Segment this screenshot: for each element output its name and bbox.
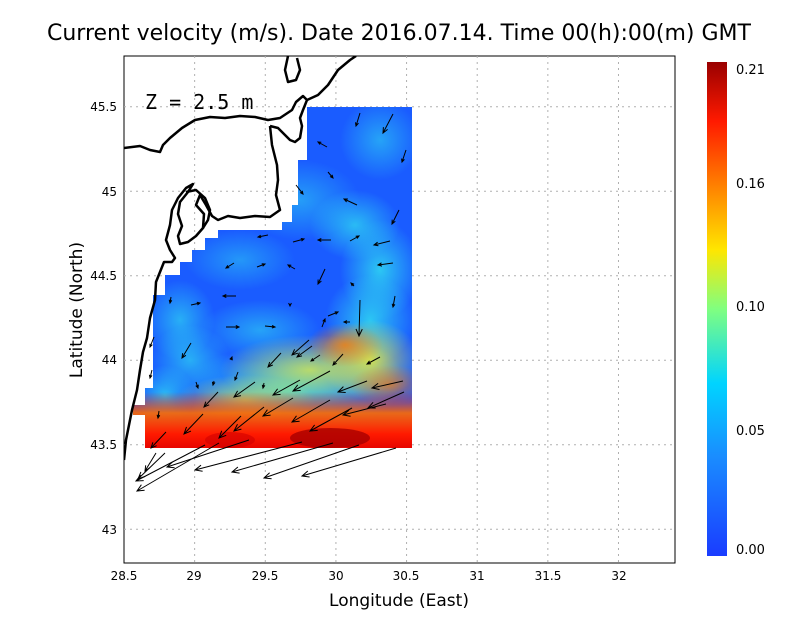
depth-label: Z = 2.5 m: [145, 90, 253, 114]
current-vector-arrow: [165, 439, 250, 469]
current-vector-arrow: [148, 369, 153, 380]
y-axis-ticks: 43 43.5 44 44.5 45 45.5: [90, 100, 117, 537]
current-vector-arrow: [308, 407, 353, 432]
current-vector-arrow: [256, 263, 267, 268]
current-vector-arrow: [181, 342, 192, 360]
current-vector-arrow: [261, 382, 266, 390]
y-tick-label: 43.5: [90, 438, 117, 452]
current-vector-arrow: [355, 299, 363, 338]
current-vector-arrow: [292, 238, 306, 243]
current-vector-arrow: [290, 399, 331, 423]
current-vector-arrow: [135, 442, 220, 492]
x-axis-ticks: 28.5 29 29.5 30 30.5 31 31.5 32: [111, 569, 627, 583]
current-vector-arrow: [150, 431, 167, 449]
current-vector-arrow: [342, 320, 350, 324]
x-tick-label: 29.5: [252, 569, 279, 583]
current-vector-arrow: [230, 442, 334, 474]
current-vector-arrow: [341, 403, 387, 417]
current-vector-arrow: [156, 410, 161, 420]
current-vector-arrow: [149, 336, 155, 349]
current-vector-arrow: [365, 356, 381, 365]
current-vector-arrow: [193, 441, 303, 472]
x-tick-label: 31: [469, 569, 484, 583]
current-vector-arrow: [296, 345, 313, 358]
current-vector-arrow: [203, 391, 219, 408]
colorbar: 0.00 0.05 0.10 0.16 0.21: [707, 62, 765, 558]
current-vector-arrow: [291, 370, 331, 392]
colorbar-tick-label: 0.16: [736, 177, 765, 192]
y-tick-label: 44.5: [90, 269, 117, 283]
current-vector-arrow: [233, 406, 265, 432]
current-vector-arrow: [232, 381, 256, 398]
current-vector-arrow: [234, 371, 239, 382]
x-tick-label: 32: [611, 569, 626, 583]
current-vector-arrow: [264, 324, 277, 329]
current-vector-arrow: [300, 447, 397, 478]
current-vector-arrow: [401, 149, 407, 164]
y-axis-label: Latitude (North): [67, 242, 87, 378]
current-vector-arrow: [218, 415, 242, 439]
current-vector-arrow: [336, 380, 368, 393]
x-tick-label: 31.5: [535, 569, 562, 583]
current-vector-arrow: [332, 353, 344, 366]
current-vector-arrow: [366, 391, 405, 409]
current-vector-arrow: [316, 238, 331, 242]
current-vector-arrow: [376, 262, 394, 267]
chart-title: Current velocity (m/s). Date 2016.07.14.…: [47, 21, 752, 46]
colorbar-tick-label: 0.05: [736, 424, 765, 439]
current-vector-arrow: [221, 294, 236, 298]
current-vector-arrow: [382, 113, 394, 135]
current-vector-arrow: [256, 234, 269, 239]
current-vector-arrow: [342, 198, 358, 206]
colorbar-tick-label: 0.21: [736, 63, 765, 78]
y-tick-label: 45: [102, 185, 117, 199]
current-vector-arrow: [291, 339, 310, 356]
current-vector-arrow: [229, 355, 233, 361]
y-tick-label: 43: [102, 523, 117, 537]
current-vector-arrow: [370, 380, 404, 390]
current-vector-arrow: [391, 209, 400, 226]
current-vector-arrow: [295, 184, 304, 195]
colorbar-scale: [707, 62, 727, 556]
current-vector-arrow: [349, 235, 361, 242]
current-vector-arrow: [137, 452, 166, 480]
current-vector-arrow: [350, 282, 355, 287]
colorbar-tick-label: 0.00: [736, 543, 765, 558]
current-vector-arrow: [327, 311, 340, 317]
current-vector-arrow: [168, 296, 173, 305]
current-vector-arrow: [391, 295, 396, 309]
current-vector-arrow: [288, 302, 292, 308]
current-vector-arrow: [224, 262, 235, 269]
colorbar-tick-label: 0.10: [736, 300, 765, 315]
current-vector-arrow: [310, 354, 321, 362]
current-vector-arrow: [372, 240, 391, 247]
y-tick-label: 45.5: [90, 100, 117, 114]
current-vector-arrow: [183, 413, 204, 435]
current-vector-arrow: [316, 141, 328, 148]
current-vector-arrow: [321, 317, 326, 328]
current-vector-arrow: [317, 268, 326, 286]
x-axis-label: Longitude (East): [329, 591, 469, 611]
x-tick-label: 29: [186, 569, 201, 583]
current-vector-arrow: [211, 380, 216, 387]
current-vector-arrow: [355, 112, 361, 128]
current-vector-arrow: [327, 171, 334, 179]
x-tick-label: 28.5: [111, 569, 138, 583]
x-tick-label: 30: [328, 569, 343, 583]
current-vector-arrow: [144, 452, 157, 473]
y-tick-label: 44: [102, 353, 117, 367]
current-vector-arrow: [262, 444, 360, 480]
current-vector-arrow: [261, 397, 294, 417]
current-vector-arrow: [195, 381, 199, 390]
current-vector-arrow: [190, 301, 202, 306]
coastline: [124, 56, 357, 461]
current-vectors: [134, 112, 407, 492]
x-tick-label: 30.5: [393, 569, 420, 583]
current-vector-arrow: [286, 264, 296, 270]
current-vector-arrow: [226, 325, 241, 329]
current-vector-arrow: [271, 379, 301, 396]
current-vector-arrow: [267, 352, 282, 368]
